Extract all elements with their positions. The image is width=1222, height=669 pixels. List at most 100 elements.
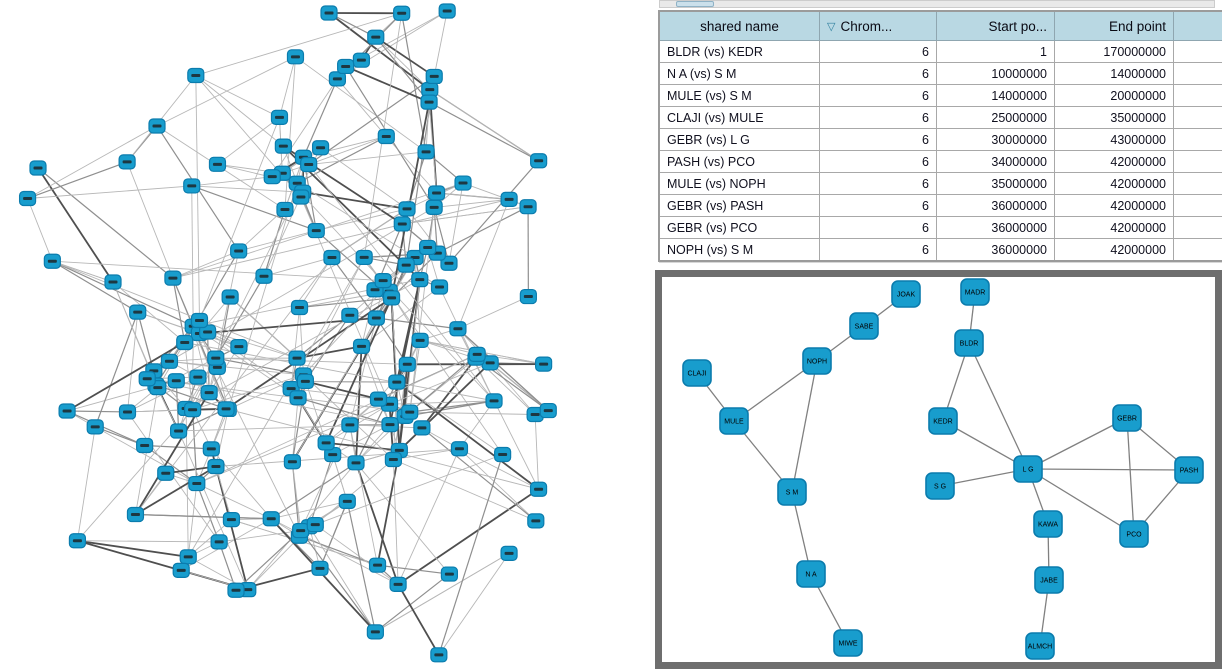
graph-edge[interactable] xyxy=(299,257,333,308)
graph-edge[interactable] xyxy=(308,75,435,166)
graph-edge[interactable] xyxy=(436,192,510,200)
graph-node-MADR[interactable]: MADR xyxy=(960,278,990,306)
graph-edge-LG-PASH[interactable] xyxy=(1027,468,1190,471)
graph-node[interactable] xyxy=(86,419,104,435)
graph-node[interactable] xyxy=(296,373,314,390)
cell-start[interactable]: 14000000 xyxy=(936,84,1055,107)
graph-edge[interactable] xyxy=(388,291,503,455)
graph-node[interactable] xyxy=(427,185,446,201)
graph-node-GEBR[interactable]: GEBR xyxy=(1112,404,1142,432)
graph-edge[interactable] xyxy=(271,500,348,520)
graph-edge[interactable] xyxy=(489,362,549,411)
cell-name[interactable]: PASH (vs) PCO xyxy=(658,150,820,173)
cell-genetic[interactable]: 10.5 xyxy=(1173,172,1222,195)
graph-edge[interactable] xyxy=(305,380,397,383)
network-detail-panel[interactable]: CLAJI MULE NOPH SABE JOAK S M N A MIWE MADR BLDR K… xyxy=(655,270,1222,669)
graph-node[interactable] xyxy=(126,506,145,523)
graph-edge[interactable] xyxy=(433,207,438,254)
graph-node[interactable] xyxy=(341,417,359,433)
graph-edge[interactable] xyxy=(52,260,139,313)
graph-edge[interactable] xyxy=(144,445,198,485)
graph-node-MULE[interactable]: MULE xyxy=(719,407,749,435)
graph-edge[interactable] xyxy=(112,281,186,343)
table-row[interactable]: GEBR (vs) L G6300000004300000016.9 xyxy=(658,128,1222,151)
cell-end[interactable]: 35000000 xyxy=(1054,106,1174,129)
graph-edge[interactable] xyxy=(397,488,540,586)
network-detail-canvas[interactable]: CLAJI MULE NOPH SABE JOAK S M N A MIWE MADR BLDR K… xyxy=(662,277,1215,662)
graph-edge[interactable] xyxy=(52,260,298,359)
graph-edge[interactable] xyxy=(215,409,229,467)
graph-node[interactable] xyxy=(320,5,338,21)
graph-edge[interactable] xyxy=(326,441,400,452)
graph-node-SM[interactable]: S M xyxy=(777,478,807,506)
network-overview-panel[interactable] xyxy=(0,0,655,669)
graph-edge[interactable] xyxy=(308,164,495,402)
scrollbar-thumb[interactable] xyxy=(676,1,714,7)
graph-edge[interactable] xyxy=(401,13,427,152)
graph-node[interactable] xyxy=(190,312,209,329)
graph-edge[interactable] xyxy=(302,191,408,210)
graph-edge[interactable] xyxy=(238,230,317,252)
graph-edge[interactable] xyxy=(218,541,237,591)
graph-edge[interactable] xyxy=(297,397,391,426)
graph-node-NA[interactable]: N A xyxy=(796,560,826,588)
graph-edge[interactable] xyxy=(438,553,510,656)
graph-node[interactable] xyxy=(384,451,402,468)
graph-node[interactable] xyxy=(172,562,190,578)
network-overview-canvas[interactable] xyxy=(0,0,655,669)
cell-genetic[interactable]: 8.9 xyxy=(1173,194,1222,217)
graph-node[interactable] xyxy=(217,401,235,417)
graph-node[interactable] xyxy=(389,576,407,592)
graph-edge[interactable] xyxy=(27,198,53,262)
graph-edge[interactable] xyxy=(376,317,459,330)
graph-edge[interactable] xyxy=(199,117,280,321)
graph-node-KAWA[interactable]: KAWA xyxy=(1033,510,1063,538)
cell-genetic[interactable]: 9.9 xyxy=(1173,238,1222,262)
graph-node[interactable] xyxy=(530,153,548,169)
graph-node[interactable] xyxy=(425,68,443,85)
graph-node[interactable] xyxy=(207,458,225,475)
graph-edge[interactable] xyxy=(66,410,145,447)
graph-edge[interactable] xyxy=(355,462,399,585)
graph-edge[interactable] xyxy=(195,75,280,118)
graph-edge[interactable] xyxy=(315,524,399,585)
cell-end[interactable]: 20000000 xyxy=(1054,84,1174,107)
graph-edge-BLDR-LG[interactable] xyxy=(968,342,1029,470)
graph-edge[interactable] xyxy=(156,56,296,127)
graph-edge[interactable] xyxy=(398,362,491,452)
graph-edge[interactable] xyxy=(302,78,338,158)
graph-edge[interactable] xyxy=(155,384,229,411)
graph-node[interactable] xyxy=(262,511,280,527)
graph-node-ALMCH[interactable]: ALMCH xyxy=(1025,632,1055,660)
graph-node[interactable] xyxy=(377,128,395,145)
graph-node[interactable] xyxy=(417,144,435,160)
graph-node[interactable] xyxy=(374,273,392,289)
graph-edge[interactable] xyxy=(393,459,536,522)
graph-node[interactable] xyxy=(485,393,503,409)
graph-edge[interactable] xyxy=(175,380,180,432)
graph-node[interactable] xyxy=(187,67,205,84)
graph-node-LG[interactable]: L G xyxy=(1013,455,1043,483)
graph-edge[interactable] xyxy=(319,501,348,569)
graph-node[interactable] xyxy=(338,493,356,510)
graph-node[interactable] xyxy=(454,175,472,191)
graph-node[interactable] xyxy=(58,403,76,419)
graph-edge[interactable] xyxy=(421,357,477,429)
cell-chrom[interactable]: 6 xyxy=(819,172,937,195)
graph-edge[interactable] xyxy=(459,448,539,490)
graph-edge[interactable] xyxy=(235,530,302,591)
graph-node[interactable] xyxy=(157,465,175,481)
graph-edge[interactable] xyxy=(185,279,421,409)
graph-node[interactable] xyxy=(202,441,220,457)
cell-end[interactable]: 42000000 xyxy=(1054,150,1174,173)
cell-chrom[interactable]: 6 xyxy=(819,216,937,239)
graph-edge[interactable] xyxy=(215,275,265,359)
cell-start[interactable]: 30000000 xyxy=(936,128,1055,151)
table-row[interactable]: CLAJI (vs) MULE625000000350000005.9 xyxy=(658,106,1222,129)
graph-edge[interactable] xyxy=(489,362,536,415)
graph-node[interactable] xyxy=(136,437,154,454)
column-header-name[interactable]: shared name xyxy=(658,10,820,41)
graph-node[interactable] xyxy=(352,338,371,354)
cell-name[interactable]: NOPH (vs) S M xyxy=(658,238,820,262)
graph-edge[interactable] xyxy=(225,408,539,490)
